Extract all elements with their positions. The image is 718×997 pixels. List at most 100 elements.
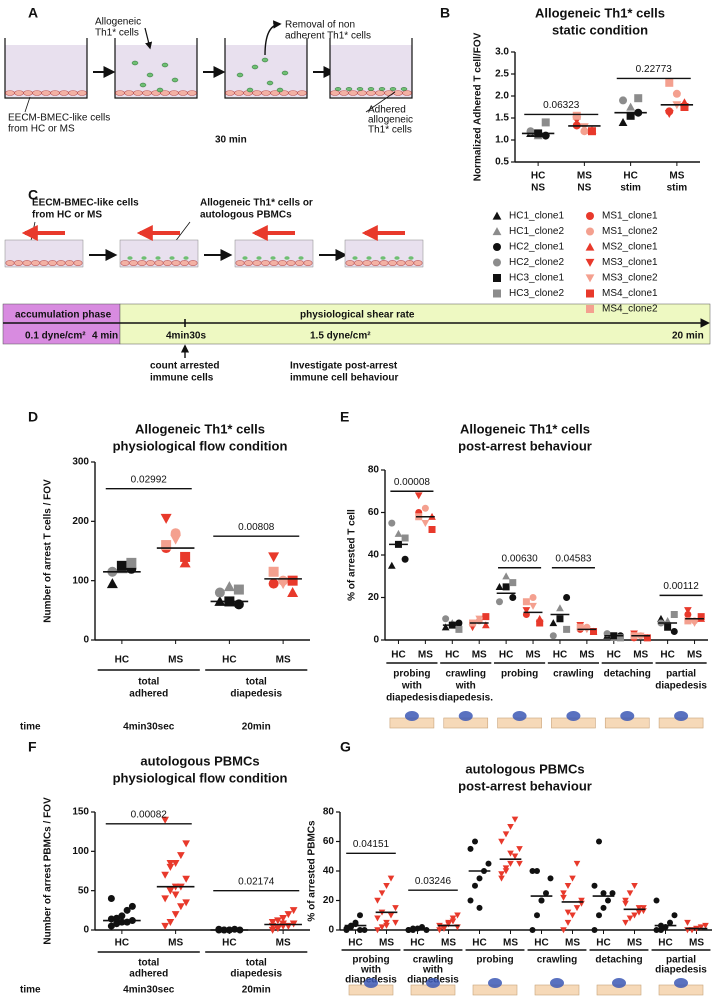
- line: [24, 96, 31, 113]
- endothelial-cell: [171, 260, 181, 266]
- point: [374, 927, 381, 934]
- well-medium: [225, 45, 307, 97]
- x-tick-label: NS: [577, 183, 591, 194]
- point: [383, 883, 390, 890]
- behaviour-cell: [566, 711, 581, 721]
- point: [214, 587, 225, 598]
- x-tick-label: MS: [687, 650, 702, 661]
- behaviour-cell: [512, 711, 527, 721]
- time-row-label: time: [20, 722, 41, 733]
- x-tick-label: HC: [531, 171, 545, 182]
- point: [442, 615, 450, 623]
- point: [684, 607, 692, 615]
- point: [498, 838, 505, 845]
- point: [573, 905, 581, 912]
- immune-cell: [394, 256, 400, 260]
- endothelial-cell: [260, 260, 270, 266]
- p-value: 0.06323: [543, 100, 580, 111]
- endothelial-cell: [353, 260, 363, 266]
- x-tick-label: MS: [276, 655, 291, 666]
- y-tick-label: 0.5: [495, 157, 509, 168]
- p-value: 0.22773: [636, 64, 673, 75]
- endothelial-cell: [387, 260, 397, 266]
- th1-cell: [139, 82, 147, 88]
- group-label: total: [138, 958, 159, 969]
- y-tick-label: 80: [368, 465, 380, 476]
- y-tick-label: 40: [368, 550, 380, 561]
- endothelial-cell: [14, 260, 23, 266]
- point: [626, 102, 636, 111]
- y-tick-label: 20: [368, 592, 380, 603]
- y-tick-label: 20: [323, 895, 335, 906]
- point: [361, 927, 368, 933]
- group-label: probing: [393, 669, 430, 680]
- point: [670, 611, 678, 618]
- endothelial-cell: [286, 260, 296, 266]
- x-tick-label: MS: [579, 650, 594, 661]
- endothelial-cell: [188, 260, 198, 266]
- point: [383, 922, 390, 929]
- point: [509, 594, 517, 601]
- behaviour-cell: [612, 978, 626, 988]
- label: immune cell behaviour: [290, 373, 398, 384]
- endothelial-cell: [370, 260, 380, 266]
- point: [166, 887, 175, 895]
- endothelial-cell: [73, 260, 83, 266]
- endothelial-cell: [244, 260, 254, 266]
- point: [502, 583, 510, 591]
- point: [161, 871, 169, 879]
- p-value: 0.00630: [502, 553, 539, 564]
- endothelial-cell: [269, 260, 279, 266]
- x-tick-label: MS: [276, 938, 291, 949]
- point: [529, 927, 536, 933]
- legend-label: HC1_clone1: [509, 211, 564, 222]
- group-label: diapedesis: [386, 693, 438, 704]
- group-label: crawling: [445, 669, 486, 680]
- point: [509, 579, 517, 587]
- point: [502, 831, 510, 838]
- x-tick-label: MS: [418, 650, 433, 661]
- point: [374, 915, 381, 922]
- point: [618, 118, 628, 126]
- legend-marker: [585, 274, 595, 283]
- point: [591, 927, 598, 933]
- label: 0.1 dyne/cm²: [25, 331, 86, 342]
- point: [619, 96, 628, 105]
- point: [277, 579, 289, 590]
- x-tick-label: MS: [565, 938, 580, 949]
- point: [482, 613, 490, 621]
- th1-cell: [251, 64, 259, 70]
- adhered-cell: [345, 87, 353, 91]
- point: [665, 78, 674, 87]
- x-tick-label: HC: [623, 171, 637, 182]
- group-label: with: [401, 681, 422, 692]
- endothelial-cell: [384, 90, 394, 96]
- adhered-cell: [334, 87, 342, 91]
- point: [467, 845, 474, 852]
- point: [596, 912, 602, 919]
- label: EECM-BMEC-like cells: [8, 113, 110, 124]
- point: [529, 868, 536, 874]
- point: [441, 623, 450, 631]
- legend-marker: [493, 258, 501, 267]
- label: autologous PBMCs: [200, 210, 292, 221]
- panel-label: F: [28, 739, 37, 755]
- point: [284, 911, 293, 919]
- point: [556, 604, 564, 612]
- point: [590, 628, 598, 635]
- label: Th1* cells: [95, 28, 139, 39]
- point: [472, 882, 478, 889]
- endothelial-cell: [178, 90, 188, 96]
- point: [233, 584, 244, 595]
- behaviour-cell: [458, 711, 473, 721]
- point: [596, 838, 602, 845]
- chart-title: autologous PBMCs: [465, 761, 584, 776]
- point: [268, 566, 279, 577]
- point: [440, 925, 448, 932]
- point: [541, 118, 550, 127]
- label: immune cells: [150, 373, 214, 384]
- group-label: detaching: [604, 669, 651, 680]
- point: [126, 557, 137, 568]
- time-label: 4min30sec: [123, 722, 175, 733]
- label: physiological shear rate: [300, 310, 415, 321]
